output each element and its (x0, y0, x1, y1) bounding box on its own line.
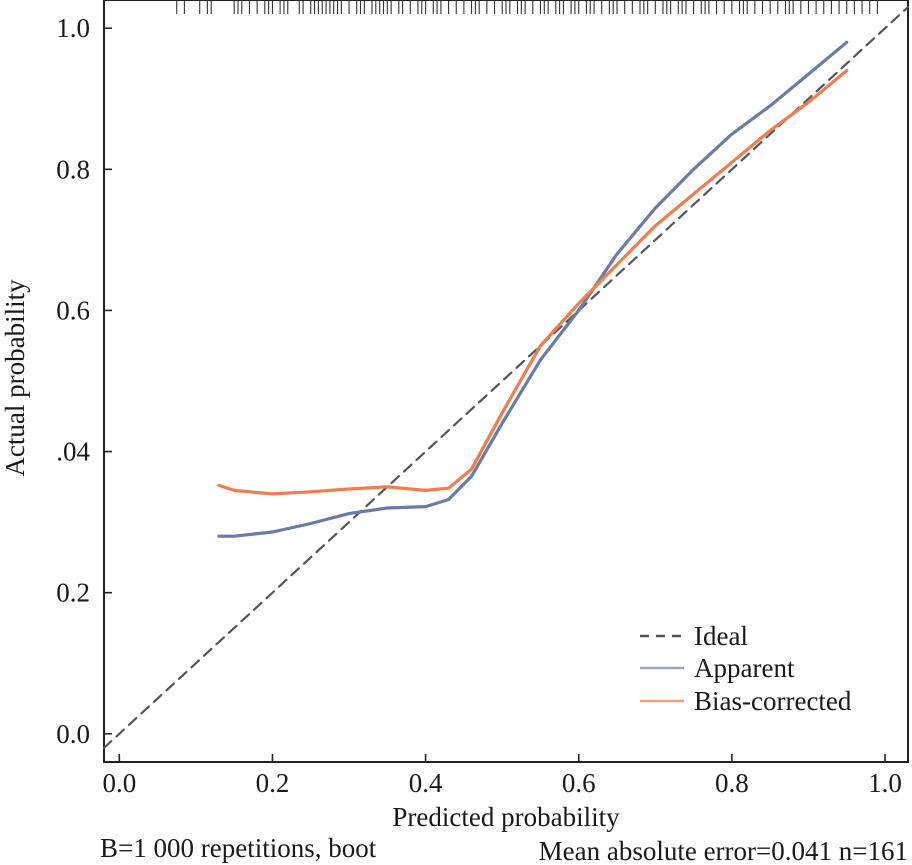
legend-label-bias-corrected: Bias-corrected (694, 686, 852, 716)
y-tick-label: 0.0 (56, 719, 90, 749)
y-tick-label: 1.0 (56, 13, 90, 43)
y-tick-label: 0.8 (56, 154, 90, 184)
x-axis-label: Predicted probability (392, 802, 620, 832)
y-tick-label: 0.6 (56, 295, 90, 325)
plot-border (103, 0, 909, 763)
x-tick-label: 0.6 (562, 768, 596, 798)
x-tick-label: 0.0 (102, 768, 136, 798)
x-tick-label: 1.0 (868, 768, 902, 798)
y-axis-ticks: 0.0 0.2 .04 0.6 0.8 1.0 (56, 13, 112, 749)
x-tick-label: 0.4 (409, 768, 443, 798)
plot-frame (103, 0, 909, 763)
series-lines (102, 6, 910, 749)
legend: Ideal Apparent Bias-corrected (640, 621, 852, 716)
x-tick-label: 0.8 (715, 768, 749, 798)
y-axis-label: Actual probability (0, 279, 30, 477)
y-tick-label: .04 (56, 437, 90, 467)
legend-label-ideal: Ideal (694, 621, 748, 651)
series-line-bias-corrected (217, 69, 849, 496)
y-tick-label: 0.2 (56, 578, 90, 608)
series-line-ideal (102, 6, 910, 749)
legend-label-apparent: Apparent (694, 653, 795, 683)
x-axis-ticks: 0.0 0.2 0.4 0.6 0.8 1.0 (102, 754, 902, 798)
footer-mean-absolute-error: Mean absolute error=0.041 n=161 (539, 836, 908, 865)
footer-repetitions: B=1 000 repetitions, boot (100, 833, 377, 863)
series-line-apparent (217, 40, 849, 538)
x-tick-label: 0.2 (256, 768, 290, 798)
rug-plot (176, 1, 878, 14)
